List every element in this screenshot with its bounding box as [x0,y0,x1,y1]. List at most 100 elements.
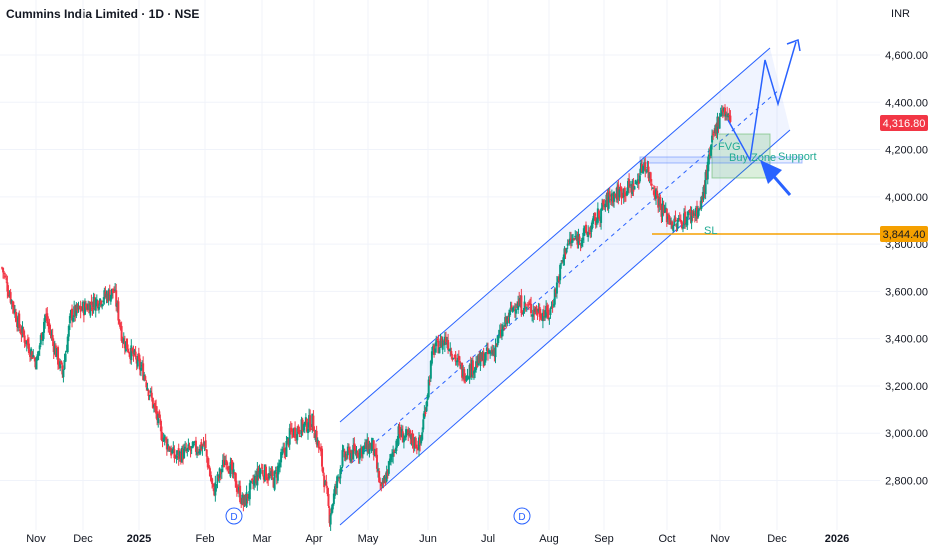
candle-body [648,172,651,178]
candle-body [288,428,291,445]
candle-body [102,300,105,303]
x-tick-label: May [358,533,379,545]
candle-body [679,219,682,222]
candle-body [609,198,612,200]
candle-body [328,508,331,524]
candle-body [453,355,456,357]
candle-body [21,326,24,333]
candle-body [567,240,570,242]
candle-body [322,467,325,473]
candle-body [242,497,245,506]
candle-body [542,311,545,317]
candle-body [591,220,594,229]
candle-body [62,369,65,378]
candle-body [688,211,691,213]
candle-body [274,470,277,472]
candle-body [629,184,632,186]
candle-body [54,345,57,357]
candle-body [261,469,264,475]
candle-body [434,348,437,353]
dividend-mark[interactable]: D [513,507,531,525]
candle-body [232,469,235,475]
fvg-box[interactable] [711,133,771,179]
candle-body [494,345,497,358]
candle-body [163,435,166,440]
candle-body [676,219,679,229]
candle-body [104,291,107,297]
candle-body [109,294,112,302]
candle-body [156,411,159,421]
channel-lower[interactable] [339,129,791,526]
candle-body [661,203,664,217]
candle-body [27,343,30,354]
last-price-badge: 4,316.80 [880,115,928,131]
candle-body [78,306,81,309]
candle-body [422,419,425,430]
candle-body [222,459,225,468]
candle-body [241,494,244,505]
candle-body [198,451,201,454]
candle-body [267,477,270,481]
candle-body [379,481,382,484]
candle-body [244,494,247,506]
candle-body [250,479,253,481]
candle-body [462,369,465,377]
dividend-mark[interactable]: D [225,507,243,525]
candle-body [541,312,544,322]
candle-body [129,353,132,359]
candle-body [12,304,15,313]
candles [1,104,732,531]
candle-body [206,457,209,468]
candle-body [699,206,702,208]
candle-body [472,371,475,374]
candle-body [396,441,399,444]
candle-body [300,419,303,436]
candle-body [449,348,452,352]
candle-body [545,305,548,317]
y-tick-label: 3,400.00 [885,334,928,346]
candle-body [284,449,287,455]
candle-body [152,405,155,407]
candle-body [578,236,581,242]
candle-body [680,221,683,229]
candle-body [705,170,708,179]
candle-body [355,450,358,457]
currency-label[interactable]: INR [891,8,910,20]
candle-body [324,480,327,486]
candle-body [74,305,77,317]
candle-body [19,329,22,333]
candle-body [16,322,19,327]
channel-upper[interactable] [339,47,771,423]
candle-body [429,360,432,379]
candle-body [485,347,488,351]
candle-body [36,354,39,360]
candle-body [483,359,486,366]
candle-body [653,192,656,200]
candle-body [643,162,646,166]
candle-body [161,437,164,442]
candle-body [714,125,717,134]
candle-body [144,376,147,381]
candle-body [138,358,141,370]
candle-body [22,329,25,335]
candle-body [64,353,67,362]
candle-body [572,238,575,240]
x-tick-label: Oct [658,533,675,545]
candle-body [642,165,645,174]
candle-body [413,437,416,449]
candle-body [8,294,11,296]
candle-body [95,299,98,302]
candle-body [467,377,470,379]
x-tick-label: Apr [305,533,322,545]
candle-body [457,355,460,361]
projection-path[interactable] [727,41,797,163]
candle-body [199,444,202,454]
candle-body [581,237,584,241]
candle-body [20,331,23,336]
candle-body [439,338,442,347]
candle-body [130,345,133,361]
x-tick-label: Sep [594,533,614,545]
support-box[interactable] [639,156,803,164]
candle-body [385,471,388,482]
